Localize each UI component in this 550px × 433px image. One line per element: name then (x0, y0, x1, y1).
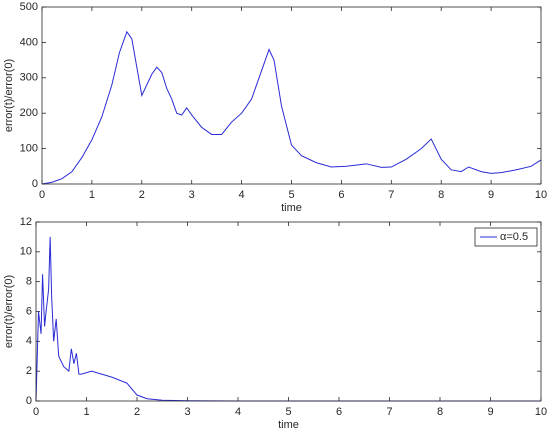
y-axis-label: error(t)/error(0) (3, 59, 15, 132)
x-tick-label: 2 (139, 189, 145, 201)
x-tick-label: 5 (288, 189, 294, 201)
y-tick-label: 200 (20, 107, 38, 119)
x-tick-label: 0 (39, 189, 45, 201)
legend-box (474, 227, 538, 247)
y-tick-label: 500 (20, 1, 38, 13)
plot-area (42, 7, 541, 184)
x-tick-label: 0 (33, 406, 39, 418)
x-tick-label: 1 (83, 406, 89, 418)
x-tick-label: 8 (437, 406, 443, 418)
axes-frame (35, 221, 542, 402)
x-tick-label: 6 (338, 189, 344, 201)
x-tick-label: 7 (386, 406, 392, 418)
y-tick-label: 100 (20, 143, 38, 155)
data-line (35, 236, 541, 402)
x-tick-label: 8 (438, 189, 444, 201)
x-tick-label: 2 (134, 406, 140, 418)
x-tick-label: 9 (488, 189, 494, 201)
x-tick-label: 10 (535, 189, 547, 201)
x-tick-label: 10 (535, 406, 547, 418)
y-tick-label: 4 (26, 335, 32, 347)
x-tick-label: 1 (89, 189, 95, 201)
x-tick-label: 6 (336, 406, 342, 418)
y-tick-label: 300 (20, 72, 38, 84)
axes-frame (41, 6, 542, 185)
x-tick-label: 7 (388, 189, 394, 201)
x-tick-label: 3 (184, 406, 190, 418)
data-line (41, 30, 542, 185)
y-tick-label: 0 (32, 178, 38, 190)
y-tick-label: 12 (20, 216, 32, 228)
y-tick-label: 0 (26, 395, 32, 407)
legend-label: α=0.5 (500, 231, 528, 243)
y-tick-label: 2 (26, 365, 32, 377)
x-tick-label: 3 (189, 189, 195, 201)
plot-area (36, 222, 541, 401)
x-tick-label: 5 (285, 406, 291, 418)
x-tick-label: 4 (235, 406, 241, 418)
y-tick-label: 8 (26, 276, 32, 288)
x-axis-label: time (278, 419, 299, 431)
y-tick-label: 6 (26, 305, 32, 317)
y-tick-label: 10 (20, 246, 32, 258)
y-axis-label: error(t)/error(0) (3, 275, 15, 348)
x-tick-label: 4 (239, 189, 245, 201)
x-axis-label: time (281, 202, 302, 214)
y-tick-label: 400 (20, 36, 38, 48)
legend: α=0.5 (474, 227, 538, 247)
x-tick-label: 9 (487, 406, 493, 418)
